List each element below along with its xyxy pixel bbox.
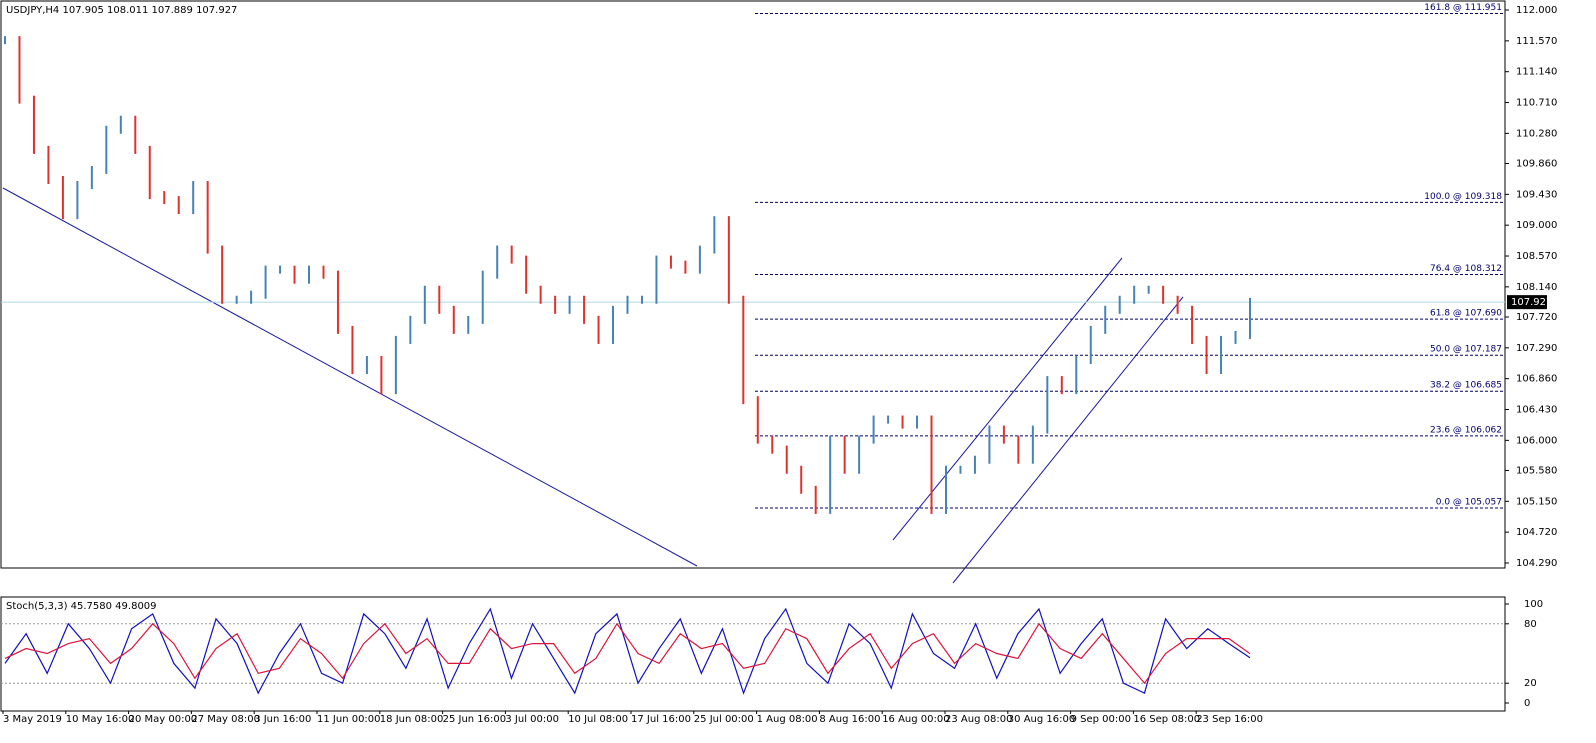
y-tick-label: 111.140 — [1516, 67, 1557, 78]
y-tick-label: 109.430 — [1516, 189, 1557, 200]
y-tick-label: 104.720 — [1516, 527, 1557, 538]
y-tick-label: 105.580 — [1516, 465, 1557, 476]
last-price-label: 107.927 — [1511, 297, 1552, 308]
x-tick-label: 25 Jul 00:00 — [694, 714, 754, 725]
indicator-title: Stoch(5,3,3) 45.7580 49.8009 — [6, 601, 157, 612]
x-tick-label: 18 Jun 08:00 — [380, 714, 444, 725]
y-tick-label: 80 — [1524, 619, 1537, 630]
chart-title: USDJPY,H4 107.905 108.011 107.889 107.92… — [6, 5, 237, 16]
x-tick-label: 1 Aug 08:00 — [757, 714, 818, 725]
price-panel — [0, 0, 1506, 569]
y-tick-label: 105.150 — [1516, 496, 1557, 507]
stoch-line — [4, 622, 1251, 685]
x-tick-label: 25 Jun 16:00 — [443, 714, 507, 725]
channel-line — [952, 296, 1184, 584]
fib-label: 0.0 @ 105.057 — [1436, 497, 1502, 507]
fib-label: 23.6 @ 106.062 — [1430, 425, 1502, 435]
y-tick-label: 0 — [1524, 698, 1530, 709]
x-tick-label: 23 Sep 16:00 — [1196, 714, 1263, 725]
y-tick-label: 110.710 — [1516, 98, 1557, 109]
x-tick-label: 16 Aug 00:00 — [882, 714, 949, 725]
y-tick-label: 106.000 — [1516, 435, 1557, 446]
fib-label: 76.4 @ 108.312 — [1430, 264, 1502, 274]
y-tick-label: 109.000 — [1516, 220, 1557, 231]
x-tick-label: 23 Aug 08:00 — [945, 714, 1012, 725]
fib-label: 100.0 @ 109.318 — [1424, 192, 1502, 202]
x-tick-label: 3 May 2019 — [3, 714, 62, 725]
y-tick-label: 106.430 — [1516, 405, 1557, 416]
x-tick-label: 10 Jul 08:00 — [568, 714, 628, 725]
stoch-panel — [0, 596, 1506, 712]
last-price-box — [1507, 295, 1547, 310]
fib-label: 61.8 @ 107.690 — [1430, 309, 1502, 319]
y-tick-label: 111.570 — [1516, 36, 1557, 47]
x-tick-label: 16 Sep 08:00 — [1133, 714, 1200, 725]
fib-label: 161.8 @ 111.951 — [1424, 3, 1502, 13]
x-tick-label: 20 May 00:00 — [129, 714, 198, 725]
y-tick-label: 100 — [1524, 599, 1543, 610]
channel-line — [892, 257, 1123, 541]
stoch-line — [4, 607, 1251, 695]
y-tick-label: 20 — [1524, 678, 1537, 689]
y-tick-label: 108.140 — [1516, 282, 1557, 293]
x-tick-label: 30 Aug 16:00 — [1008, 714, 1075, 725]
y-tick-label: 107.290 — [1516, 343, 1557, 354]
x-tick-label: 8 Aug 16:00 — [819, 714, 880, 725]
x-tick-label: 17 Jul 16:00 — [631, 714, 691, 725]
y-tick-label: 107.720 — [1516, 312, 1557, 323]
y-tick-label: 104.290 — [1516, 558, 1557, 569]
trend-line — [2, 187, 698, 567]
x-tick-label: 11 Jun 00:00 — [317, 714, 381, 725]
y-tick-label: 108.570 — [1516, 251, 1557, 262]
fib-label: 38.2 @ 106.685 — [1430, 381, 1502, 391]
y-tick-label: 109.860 — [1516, 159, 1557, 170]
y-tick-label: 112.000 — [1516, 5, 1557, 16]
x-tick-label: 9 Sep 00:00 — [1071, 714, 1131, 725]
x-tick-label: 3 Jun 16:00 — [254, 714, 311, 725]
y-tick-label: 110.280 — [1516, 128, 1557, 139]
y-tick-label: 106.860 — [1516, 374, 1557, 385]
x-tick-label: 10 May 16:00 — [66, 714, 135, 725]
x-tick-label: 3 Jul 00:00 — [505, 714, 559, 725]
fib-label: 50.0 @ 107.187 — [1430, 345, 1502, 355]
x-tick-label: 27 May 08:00 — [191, 714, 260, 725]
